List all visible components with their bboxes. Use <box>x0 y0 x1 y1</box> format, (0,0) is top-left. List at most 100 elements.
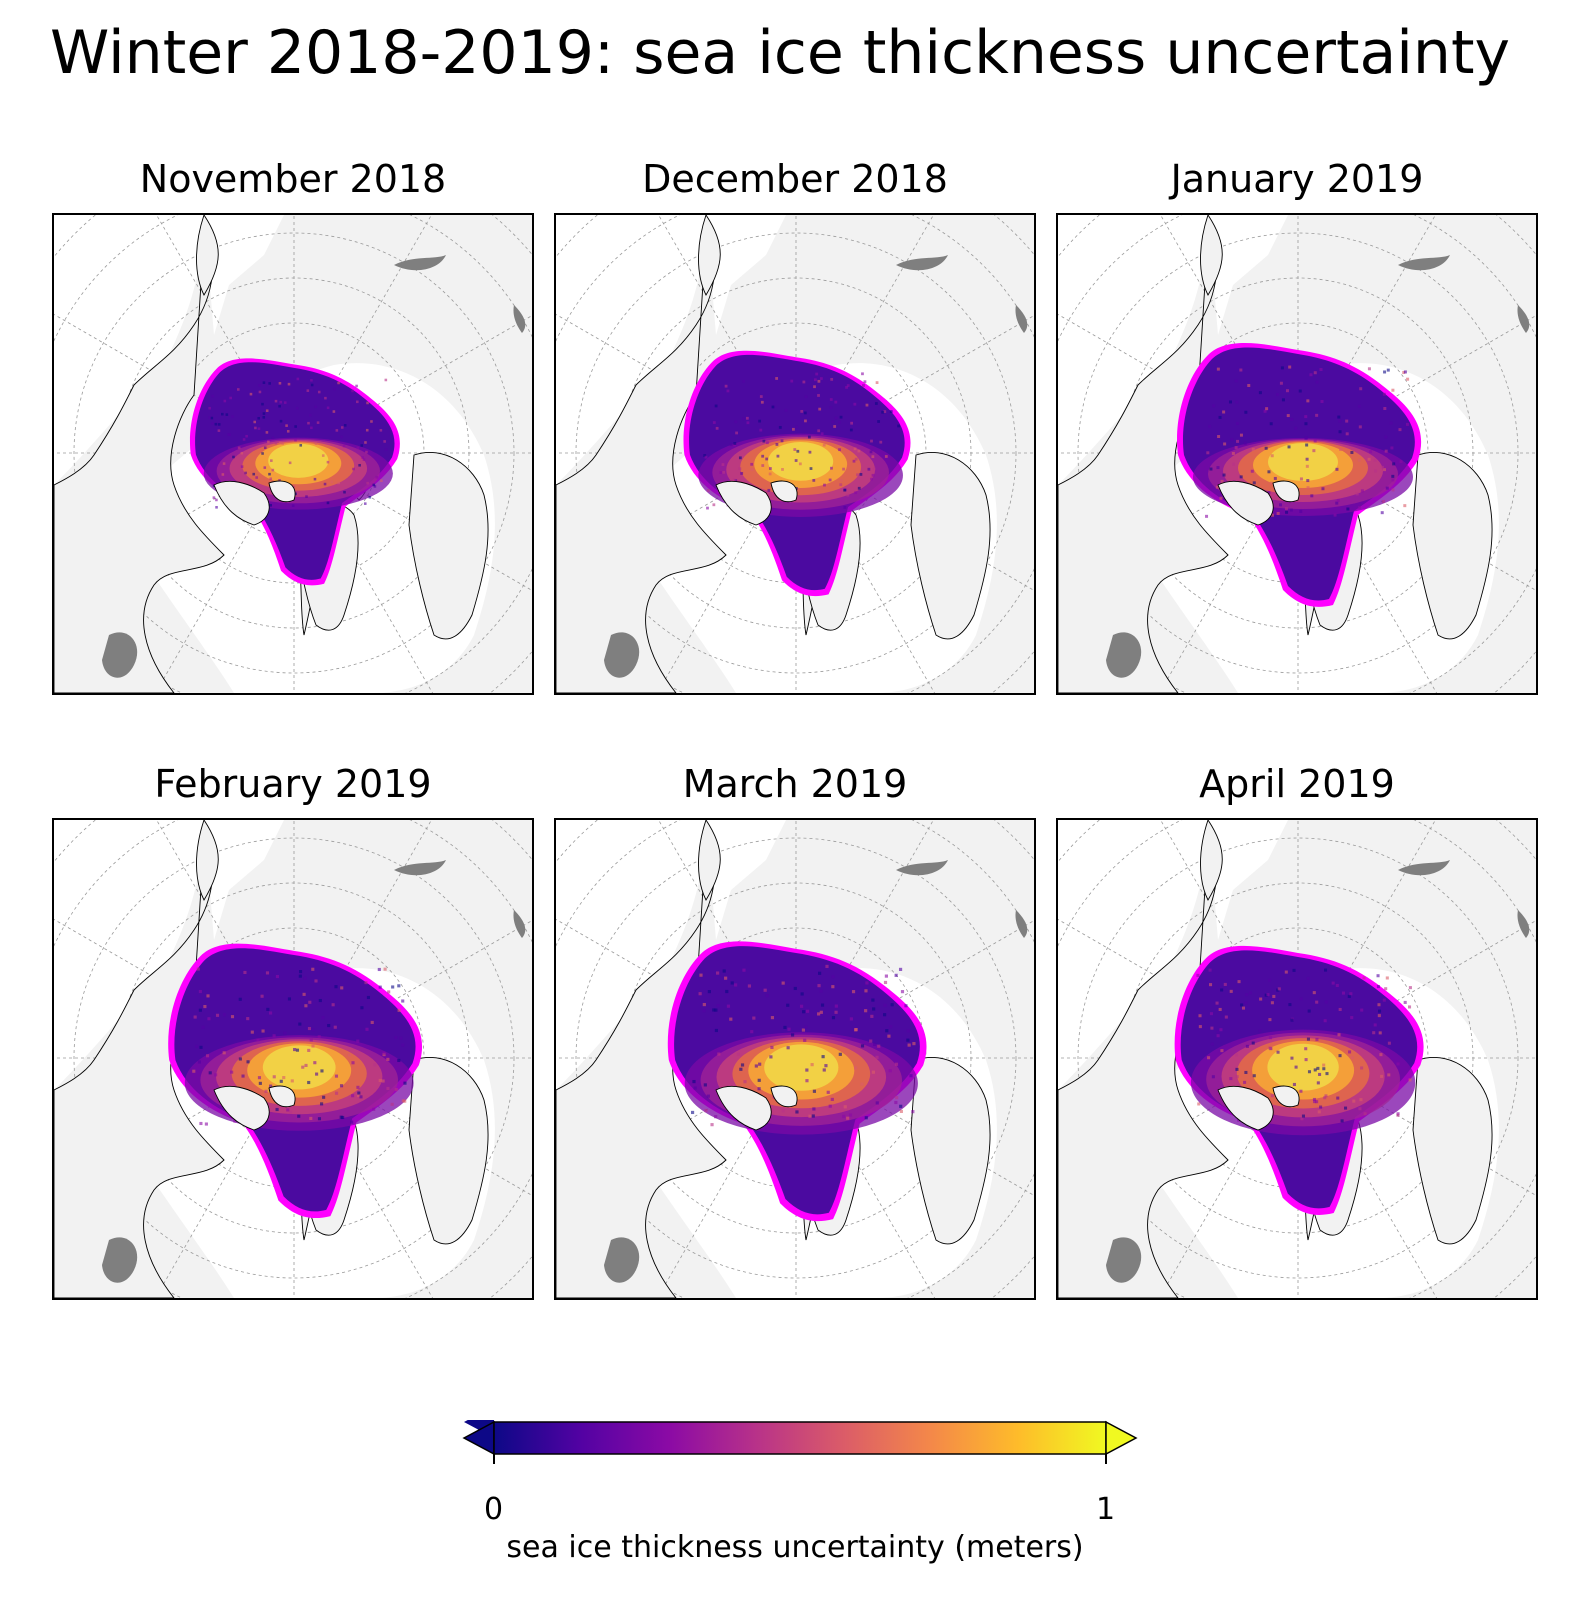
ice-pixel <box>851 990 856 994</box>
ice-pixel <box>401 1099 405 1103</box>
ice-pixel <box>1403 1000 1407 1004</box>
ice-pixel <box>1406 377 1410 381</box>
pacific-ocean <box>556 820 706 1090</box>
ice-pixel <box>808 450 812 454</box>
ice-pixel <box>1270 454 1274 458</box>
ice-pixel <box>1335 983 1339 987</box>
ice-pixel <box>857 449 861 453</box>
polar-map <box>52 818 534 1300</box>
ice-pixel <box>237 446 241 450</box>
ice-pixel <box>285 424 288 427</box>
ice-pixel <box>373 485 377 488</box>
ice-pixel <box>240 451 244 455</box>
ice-pixel <box>198 989 202 994</box>
ice-pixel <box>861 372 864 376</box>
ice-pixel <box>296 377 300 381</box>
colorbar-extend-max-arrow <box>1105 1420 1138 1456</box>
ice-pixel <box>286 1108 290 1112</box>
panel-title: March 2019 <box>682 762 908 806</box>
ice-pixel <box>304 1063 308 1067</box>
ice-pixel <box>743 1080 747 1084</box>
ice-pixel <box>1239 433 1243 437</box>
ice-pixel <box>830 377 834 381</box>
ice-pixel <box>214 1073 218 1077</box>
ice-pixel <box>1251 447 1255 451</box>
ice-pixel <box>221 412 224 416</box>
ice-pixel <box>1376 974 1380 978</box>
ice-pixel <box>693 1086 697 1090</box>
ice-pixel <box>208 406 211 410</box>
ice-pixel <box>378 985 382 989</box>
ice-pixel <box>1267 491 1271 495</box>
ice-pixel <box>897 424 900 428</box>
pacific-ocean <box>556 215 706 485</box>
ice-pixel <box>838 1052 842 1056</box>
ice-pixel <box>1309 373 1313 377</box>
polar-map <box>52 213 534 695</box>
ice-pixel <box>1234 446 1238 450</box>
ice-pixel <box>864 989 868 993</box>
ice-pixel <box>283 1031 287 1035</box>
ice-pixel <box>795 1110 799 1114</box>
ice-pixel <box>823 483 826 487</box>
ice-pixel <box>854 457 858 461</box>
ice-pixel <box>811 1114 815 1118</box>
ice-pixel <box>1215 485 1219 489</box>
ellesmere-island <box>1272 480 1300 503</box>
ice-pixel <box>1235 1075 1239 1079</box>
canadian-archipelago <box>1217 480 1274 526</box>
ice-pixel <box>1223 982 1227 986</box>
ice-pixel <box>887 1034 891 1038</box>
ice-pixel <box>1244 1070 1248 1074</box>
ice-pixel <box>397 1058 401 1063</box>
north-america-coast <box>1058 233 1229 693</box>
ice-pixel <box>796 449 800 453</box>
ice-pixel <box>1382 499 1386 503</box>
kamchatka <box>698 215 721 296</box>
ice-pixel <box>242 438 246 441</box>
ice-pixel <box>860 1082 864 1086</box>
ice-pixel <box>310 378 313 382</box>
ice-pixel <box>1313 1068 1317 1072</box>
ice-pixel <box>387 990 391 994</box>
figure-title: Winter 2018-2019: sea ice thickness unce… <box>49 18 1510 88</box>
scandinavia-coast <box>408 1056 489 1245</box>
north-america-coast <box>556 838 727 1298</box>
panel-title: January 2019 <box>1170 157 1424 201</box>
caspian-fragment <box>1517 910 1530 938</box>
ice-pixel <box>305 495 308 498</box>
ice-pixel <box>295 406 299 410</box>
ice-pixel <box>264 1089 268 1093</box>
ice-pixel <box>717 1052 721 1056</box>
ice-pixel <box>771 405 775 409</box>
ice-pixel <box>812 1107 816 1111</box>
ice-pixel <box>703 454 707 457</box>
ice-pixel <box>834 400 838 404</box>
meridian-line <box>293 315 532 454</box>
ice-pixel <box>1279 381 1283 385</box>
ice-pixel <box>370 420 373 423</box>
ice-pixel <box>1229 1077 1233 1081</box>
ice-pixel <box>1391 478 1395 482</box>
ice-pixel <box>1357 506 1361 510</box>
ellesmere-island <box>268 480 296 503</box>
ice-pixel <box>326 501 330 505</box>
ice-pixel <box>854 1028 858 1032</box>
ice-pixel <box>274 399 278 403</box>
ice-pixel <box>1317 1110 1321 1114</box>
ice-pixel <box>1325 1072 1329 1076</box>
ice-pixel <box>1336 498 1340 502</box>
ice-pixel <box>750 462 754 466</box>
ice-pixel <box>734 420 738 424</box>
ice-pixel <box>268 382 271 385</box>
ice-pixel <box>1319 368 1323 372</box>
meridian-line <box>1297 1057 1438 1298</box>
ice-pixel <box>738 467 742 471</box>
ice-pixel <box>874 402 878 405</box>
ice-pixel <box>221 473 225 476</box>
ice-pixel <box>1345 432 1349 436</box>
ice-pixel <box>1235 400 1239 404</box>
ice-pixel <box>1212 404 1216 408</box>
ice-pixel <box>792 427 795 431</box>
ice-pixel <box>347 1053 351 1057</box>
